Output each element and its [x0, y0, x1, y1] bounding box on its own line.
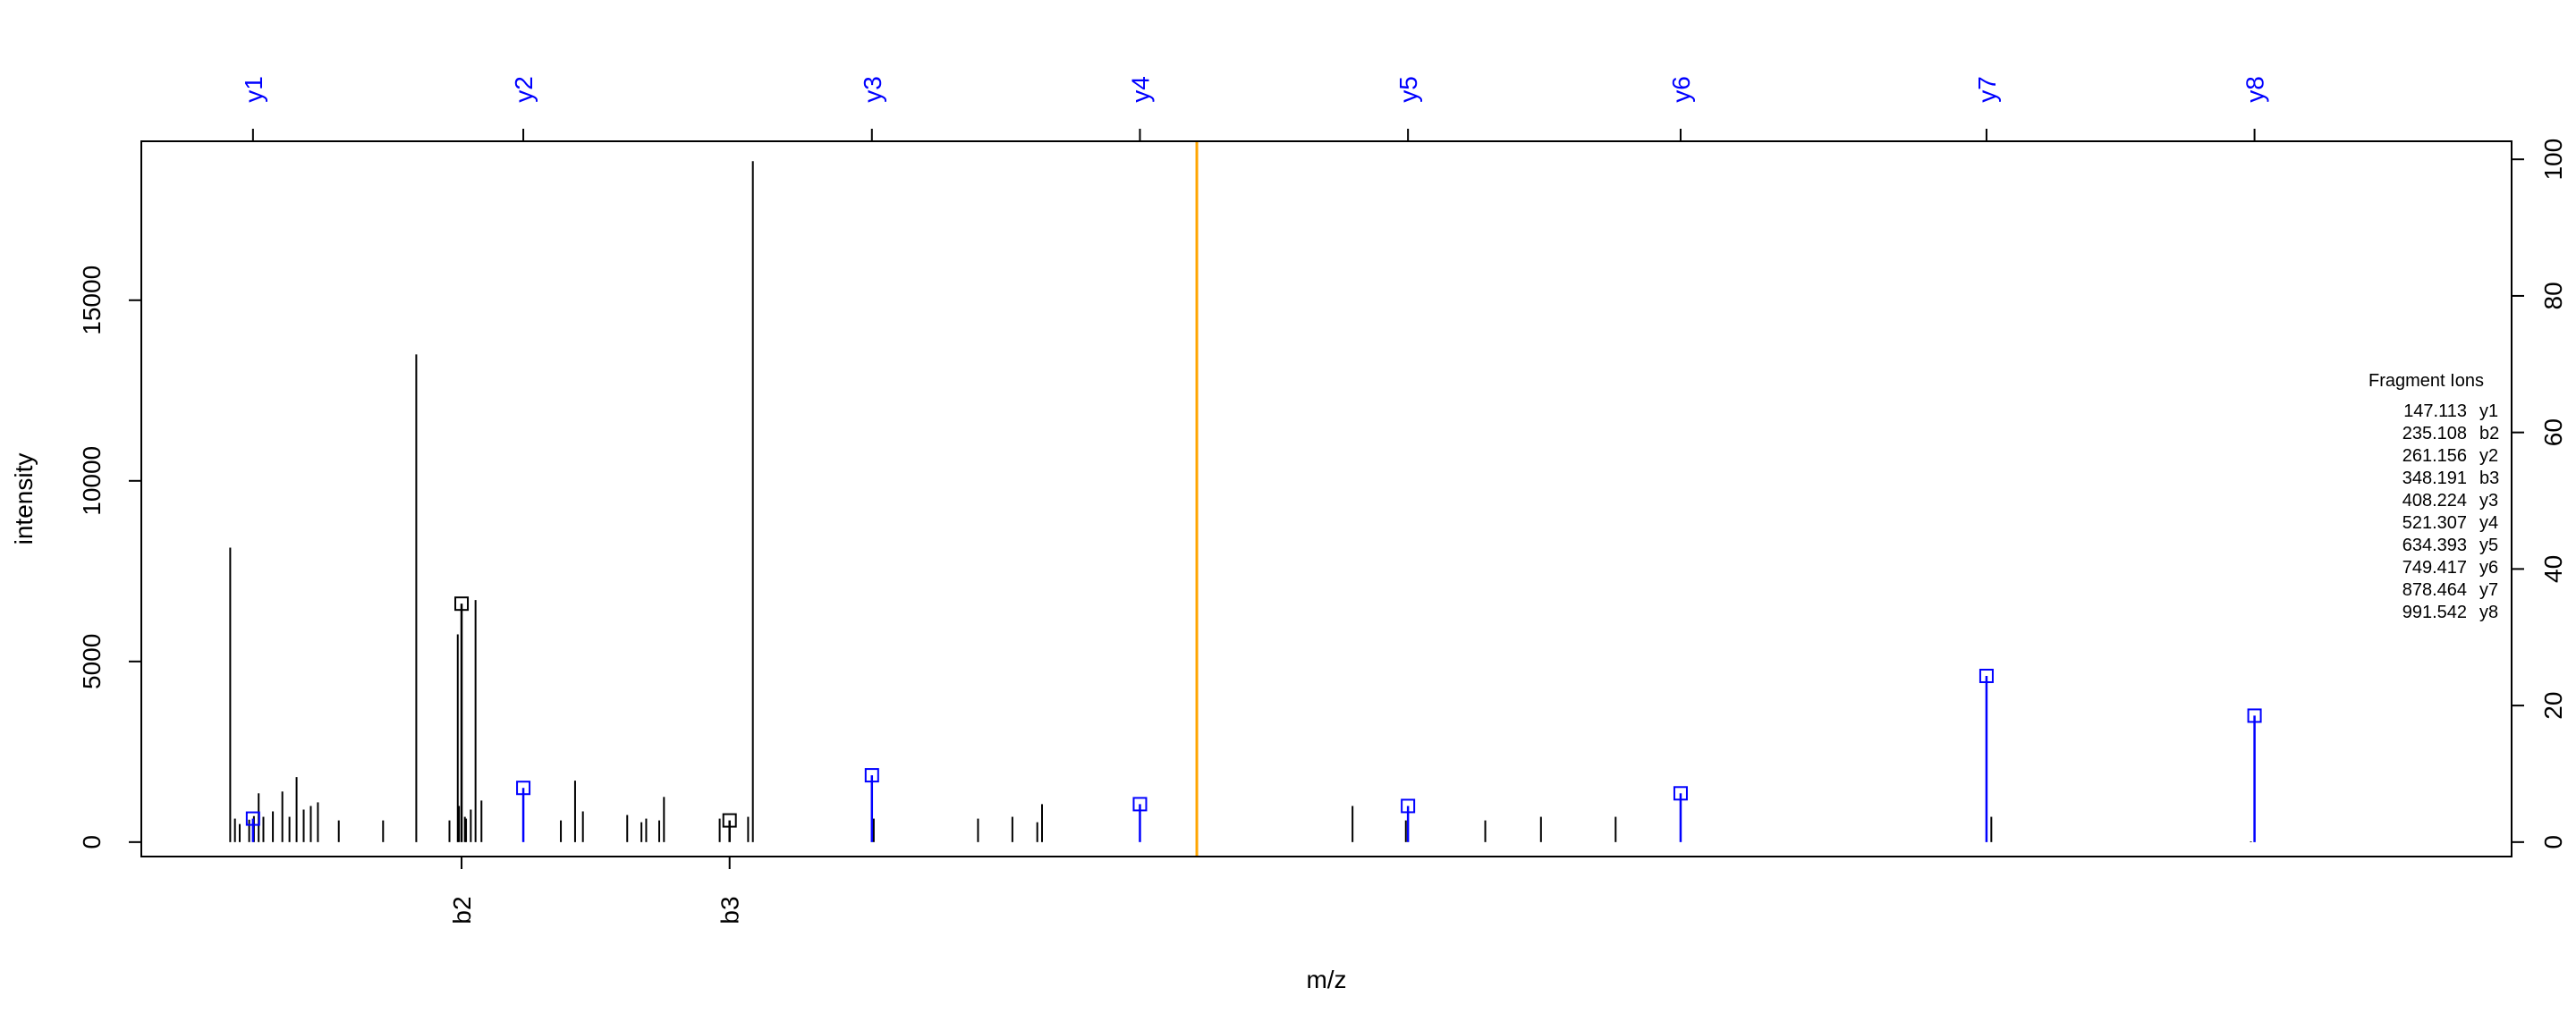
- plot-frame: [140, 140, 2512, 857]
- y-ion-label: y1: [240, 76, 267, 103]
- legend: Fragment Ions 147.113 y1 235.108 b2 261.156 y…: [2368, 371, 2499, 622]
- y-axis-label: intensity: [10, 453, 38, 545]
- y-ion-marker: [516, 781, 531, 796]
- y-right-tick-label: 0: [2539, 835, 2567, 849]
- legend-entry-mz: 348.191: [2402, 469, 2467, 488]
- y-tick-label: 10000: [78, 446, 106, 516]
- y-ion-marker: [245, 811, 260, 826]
- b-ion-marker: [454, 596, 470, 612]
- legend-entry-ion: y4: [2479, 513, 2498, 533]
- y-tick-label: 15000: [78, 266, 106, 335]
- b-ion-label: b3: [716, 896, 744, 924]
- y-right-tick-label: 60: [2539, 418, 2567, 446]
- legend-entry-ion: y7: [2479, 580, 2498, 600]
- legend-entry-ion: y8: [2479, 603, 2498, 622]
- y-ion-label: y6: [1667, 76, 1695, 103]
- legend-entry-ion: y5: [2479, 536, 2498, 555]
- legend-entry-mz: 235.108: [2402, 424, 2467, 443]
- y-ion-label: y4: [1126, 76, 1154, 103]
- legend-entry-ion: b3: [2479, 469, 2499, 488]
- ions-layer: b2 b3 y1 y2 y3 y4 y5 y6 y7 y8: [240, 76, 2269, 924]
- y-ion-label: y2: [510, 76, 538, 103]
- legend-entry-mz: 991.542: [2402, 603, 2467, 622]
- y-ion-marker: [864, 768, 879, 783]
- y-ion-marker: [1132, 797, 1148, 812]
- legend-entry-ion: y6: [2479, 558, 2498, 578]
- y-ion-marker: [1979, 668, 1994, 683]
- y-ion-label: y5: [1394, 76, 1422, 103]
- legend-title: Fragment Ions: [2368, 371, 2484, 391]
- x-axis-label: m/z: [1306, 966, 1346, 993]
- legend-entry-ion: y2: [2479, 446, 2498, 466]
- legend-entry-mz: 749.417: [2402, 558, 2467, 578]
- y-right-tick-label: 40: [2539, 555, 2567, 583]
- legend-entry-mz: 634.393: [2402, 536, 2467, 555]
- y-ion-label: y3: [859, 76, 886, 103]
- b-ion-marker: [722, 813, 737, 828]
- b-ion-label: b2: [448, 896, 476, 924]
- legend-entry-mz: 521.307: [2402, 513, 2467, 533]
- y-tick-label: 5000: [78, 634, 106, 689]
- y-right-tick-label: 80: [2539, 282, 2567, 309]
- legend-entry-mz: 147.113: [2403, 401, 2467, 421]
- legend-entry-mz: 261.156: [2402, 446, 2467, 466]
- legend-entry-ion: y1: [2479, 401, 2498, 421]
- legend-entry-mz: 878.464: [2402, 580, 2467, 600]
- y-right-tick-label: 100: [2539, 139, 2567, 181]
- y-right-tick-label: 20: [2539, 692, 2567, 720]
- legend-entry-ion: b2: [2479, 424, 2499, 443]
- legend-entry-ion: y3: [2479, 491, 2498, 511]
- y-ion-label: y8: [2241, 76, 2269, 103]
- y-ion-label: y7: [1973, 76, 2001, 103]
- y-tick-label: 0: [78, 835, 106, 849]
- y-ion-marker: [1401, 798, 1416, 814]
- y-ion-marker: [1673, 786, 1688, 801]
- legend-entry-mz: 408.224: [2402, 491, 2467, 511]
- y-ion-marker: [2247, 708, 2262, 723]
